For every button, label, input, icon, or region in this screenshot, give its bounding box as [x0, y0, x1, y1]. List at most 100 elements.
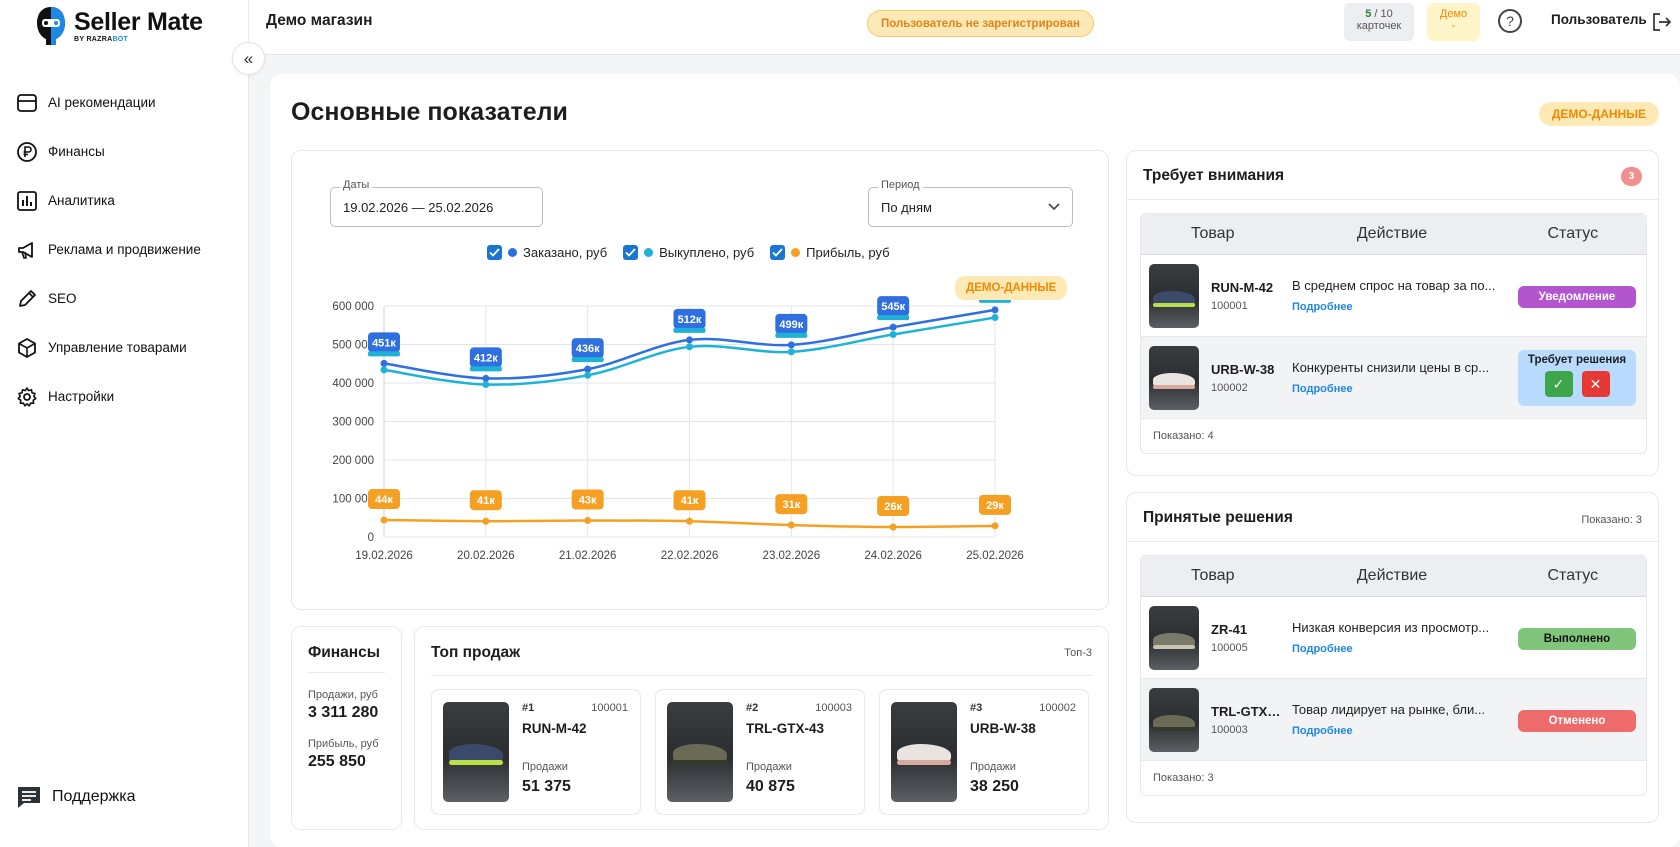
sidebar-item-label: SEO [48, 291, 77, 306]
data-point [482, 517, 490, 525]
legend-dot [508, 248, 517, 257]
data-point [889, 323, 897, 331]
megaphone-icon [18, 241, 33, 259]
topbar: Демо магазин Пользователь не зарегистрир… [249, 0, 1680, 55]
main-panel: Основные показатели ДЕМО-ДАННЫЕ Даты 19.… [270, 74, 1680, 847]
accept-button[interactable]: ✓ [1544, 371, 1573, 397]
y-tick-label: 100 000 [332, 494, 374, 506]
data-point [686, 343, 693, 351]
table-footer: Показано: 3 [1153, 772, 1214, 784]
row-action-text: Конкуренты снизили цены в ср... [1292, 360, 1490, 375]
y-tick-label: 400 000 [332, 378, 374, 390]
sales-label: Продажи, руб [308, 689, 378, 701]
sidebar-item-label: Управление товарами [48, 340, 187, 355]
check-icon: ✓ [1552, 375, 1565, 392]
data-label-underline [775, 332, 808, 338]
y-tick-label: 300 000 [332, 417, 374, 429]
top-product-card[interactable]: #1 100001 RUN-M-42 Продажи 51 375 [431, 689, 641, 815]
dates-field[interactable]: Даты 19.02.2026 — 25.02.2026 [330, 179, 543, 227]
legend-label: Заказано, руб [523, 245, 608, 260]
data-point [380, 359, 388, 367]
legend-label: Выкуплено, руб [659, 245, 755, 260]
sidebar-item-ai[interactable]: AI рекомендации [16, 78, 236, 127]
robot-logo-icon [34, 5, 68, 47]
reject-button[interactable]: ✕ [1581, 371, 1610, 397]
top-sales-count: Топ-3 [1064, 647, 1092, 659]
table-row[interactable]: ZR-41 100005 Низкая конверсия из просмот… [1141, 597, 1646, 679]
demo-data-chip: ДЕМО-ДАННЫЕ [1538, 102, 1659, 126]
row-more-link[interactable]: Подробнее [1292, 383, 1353, 395]
data-label-underline [368, 351, 400, 357]
row-product-name: RUN-M-42 [1211, 280, 1274, 295]
row-product-sku: 100002 [1211, 382, 1248, 394]
divider [1127, 199, 1658, 200]
chart-card: Даты 19.02.2026 — 25.02.2026 Период По д… [291, 150, 1109, 610]
table-row[interactable]: URB-W-38 100002 Конкуренты снизили цены … [1141, 337, 1646, 419]
sidebar-item-settings[interactable]: Настройки [16, 372, 236, 421]
product-image [1149, 264, 1199, 328]
sidebar-item-ads[interactable]: Реклама и продвижение [16, 225, 236, 274]
product-sku: 100002 [1039, 702, 1076, 714]
product-name: TRL-GTX-43 [746, 721, 825, 736]
data-label: 451к [372, 337, 396, 349]
support-link[interactable]: Поддержка [16, 784, 135, 810]
sidebar-item-products[interactable]: Управление товарами [16, 323, 236, 372]
column-header: Товар [1190, 225, 1235, 242]
status-badge: Уведомление [1518, 286, 1636, 308]
period-select[interactable]: Период По дням [868, 179, 1073, 227]
data-label: 545к [881, 301, 905, 313]
period-value: По дням [881, 199, 932, 215]
checkbox-bought[interactable] [623, 245, 639, 260]
table-header: Товар Действие Статус [1141, 556, 1646, 597]
data-point [584, 371, 592, 379]
table-row[interactable]: RUN-M-42 100001 В среднем спрос на товар… [1141, 255, 1646, 337]
data-point [380, 516, 388, 524]
column-header: Статус [1547, 567, 1599, 584]
page-title: Основные показатели [291, 98, 568, 126]
sidebar-item-seo[interactable]: SEO [16, 274, 236, 323]
row-action-text: Товар лидирует на рынке, бли... [1292, 702, 1486, 717]
data-point [584, 365, 592, 373]
checkbox-profit[interactable] [770, 245, 786, 260]
sidebar-item-finance[interactable]: Финансы [16, 127, 236, 176]
column-header: Действие [1356, 567, 1428, 584]
top-product-card[interactable]: #3 100002 URB-W-38 Продажи 38 250 [879, 689, 1089, 815]
logo[interactable]: Seller Mate BY RAZRABOT [34, 4, 203, 48]
checkbox-ordered[interactable] [487, 245, 502, 260]
top-product-card[interactable]: #2 100003 TRL-GTX-43 Продажи 40 875 [655, 689, 865, 815]
decision-label: Требует решения [1527, 354, 1627, 366]
x-tick-label: 24.02.2026 [864, 550, 922, 562]
column-header: Статус [1547, 225, 1599, 242]
row-action-text: В среднем спрос на товар за по... [1292, 278, 1496, 293]
sidebar-item-analytics[interactable]: Аналитика [16, 176, 236, 225]
data-label-bg [877, 296, 910, 317]
data-point [991, 314, 999, 322]
legend-profit[interactable]: Прибыль, руб [770, 245, 890, 260]
data-label-bg [775, 494, 808, 515]
data-point [889, 330, 897, 338]
store-title: Демо магазин [266, 12, 373, 29]
legend-bought[interactable]: Выкуплено, руб [623, 245, 754, 260]
table-row[interactable]: TRL-GTX-43 100003 Товар лидирует на рынк… [1141, 679, 1646, 761]
row-more-link[interactable]: Подробнее [1292, 725, 1353, 737]
user-label[interactable]: Пользователь [1551, 12, 1647, 27]
collapse-sidebar-button[interactable]: « [232, 42, 265, 75]
data-label: 41к [681, 495, 699, 507]
logout-icon[interactable] [1651, 11, 1673, 33]
top-sales-title: Топ продаж [431, 644, 521, 661]
product-image [443, 702, 509, 802]
decisions-shown-count: Показано: 3 [1581, 514, 1642, 526]
data-label-underline [673, 327, 706, 333]
table-footer: Показано: 4 [1153, 430, 1214, 442]
not-registered-badge[interactable]: Пользователь не зарегистрирован [867, 10, 1094, 37]
data-label-bg [877, 495, 910, 516]
y-tick-label: 600 000 [332, 301, 374, 313]
legend-ordered[interactable]: Заказано, руб [487, 245, 607, 260]
row-more-link[interactable]: Подробнее [1292, 643, 1353, 655]
help-icon[interactable]: ? [1498, 9, 1522, 33]
product-image [891, 702, 957, 802]
data-label-bg [775, 313, 808, 334]
attention-table: Товар Действие Статус RUN-M-42 100001 В … [1140, 213, 1647, 454]
row-more-link[interactable]: Подробнее [1292, 301, 1353, 313]
row-product-name: URB-W-38 [1211, 362, 1275, 377]
